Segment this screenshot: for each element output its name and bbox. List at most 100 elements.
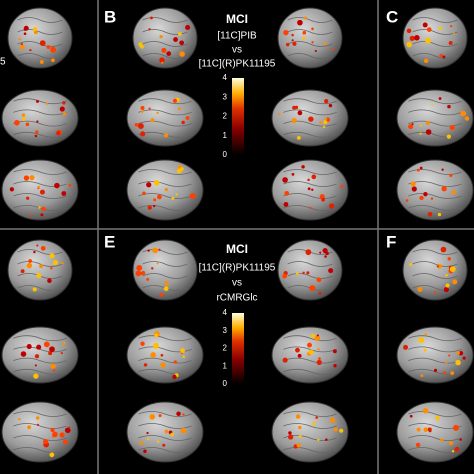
panel-line: [11C]PIB — [217, 31, 257, 42]
hotspot — [315, 416, 318, 419]
sulcus — [408, 335, 462, 342]
hotspot — [447, 257, 451, 261]
brain — [1, 89, 79, 147]
hotspot — [158, 414, 162, 418]
hotspot — [447, 104, 451, 109]
hotspot — [282, 273, 287, 279]
hotspot — [136, 265, 143, 271]
hotspot — [445, 361, 448, 364]
sulcus — [13, 411, 67, 417]
hotspot — [50, 267, 53, 270]
hotspot — [23, 175, 30, 181]
hotspot — [26, 196, 30, 200]
hotspot — [64, 427, 71, 434]
hotspot — [52, 369, 56, 372]
sulcus — [408, 193, 462, 199]
hotspot — [291, 39, 294, 42]
hotspot — [140, 131, 146, 137]
hotspot — [150, 118, 155, 123]
hotspot — [291, 118, 297, 124]
hotspot — [449, 24, 453, 28]
sulcus — [142, 261, 188, 267]
hotspot — [441, 186, 447, 192]
sulcus — [408, 181, 462, 187]
hotspot — [26, 344, 32, 350]
hotspot — [283, 29, 289, 36]
brain — [7, 239, 73, 301]
hotspot — [292, 105, 297, 110]
hotspot — [434, 290, 437, 294]
hotspot — [146, 431, 149, 435]
sulcus — [412, 41, 458, 47]
hotspot — [311, 41, 314, 44]
hotspot — [319, 251, 322, 254]
hotspot — [34, 364, 37, 367]
sulcus — [142, 17, 188, 23]
hotspot — [409, 263, 413, 267]
colorbar-tick-label: 4 — [223, 73, 228, 82]
hotspot — [151, 267, 154, 270]
hotspot — [51, 58, 55, 63]
hotspot — [150, 352, 156, 358]
hotspot — [175, 193, 178, 196]
hotspot — [443, 371, 447, 375]
hotspot — [417, 286, 423, 292]
sulcus — [138, 98, 192, 105]
hotspot — [140, 106, 145, 110]
hotspot — [439, 53, 443, 58]
hotspot — [164, 280, 169, 285]
hotspot — [438, 26, 443, 31]
sulcus — [412, 249, 458, 255]
hotspot — [146, 182, 152, 188]
hotspot — [440, 438, 444, 442]
hotspot — [142, 191, 146, 196]
hotspot — [179, 40, 185, 46]
hotspot — [425, 37, 431, 44]
panel-title: MCI — [226, 242, 248, 256]
hotspot — [312, 421, 316, 425]
hotspot — [316, 277, 322, 283]
hotspot — [459, 438, 462, 441]
hotspot — [307, 187, 311, 191]
hotspot — [297, 19, 303, 26]
hotspot — [442, 55, 446, 59]
hotspot — [173, 360, 177, 364]
hotspot — [49, 253, 55, 259]
hotspot — [460, 110, 467, 117]
sulcus — [408, 357, 462, 364]
brain — [277, 239, 343, 301]
hotspot — [182, 355, 185, 358]
hotspot — [185, 116, 190, 120]
hotspot — [32, 26, 38, 32]
hotspot — [166, 283, 170, 287]
panel-line: [11C](R)PK11195 — [199, 59, 276, 70]
hotspot — [328, 103, 333, 108]
hotspot — [302, 30, 307, 35]
hotspot — [140, 341, 145, 346]
hotspot — [50, 427, 55, 433]
hotspot — [164, 188, 168, 192]
hotspot — [160, 362, 166, 368]
hotspot — [411, 186, 417, 192]
hotspot — [20, 351, 27, 357]
hotspot — [451, 449, 455, 453]
sulcus — [138, 169, 192, 175]
sulcus — [13, 169, 67, 175]
hotspot — [180, 348, 185, 354]
hotspot — [185, 25, 191, 30]
hotspot — [311, 174, 317, 180]
hotspot — [321, 197, 325, 202]
hotspot — [177, 107, 181, 111]
hotspot — [284, 190, 290, 196]
hotspot — [25, 122, 30, 127]
hotspot — [406, 41, 412, 48]
sulcus — [142, 273, 188, 279]
sulcus — [287, 29, 333, 35]
sulcus — [412, 17, 458, 23]
hotspot — [158, 248, 161, 251]
sulcus — [13, 109, 67, 116]
sulcus — [408, 109, 462, 116]
brain — [271, 159, 349, 221]
hotspot — [189, 193, 196, 200]
sulcus — [408, 169, 462, 175]
